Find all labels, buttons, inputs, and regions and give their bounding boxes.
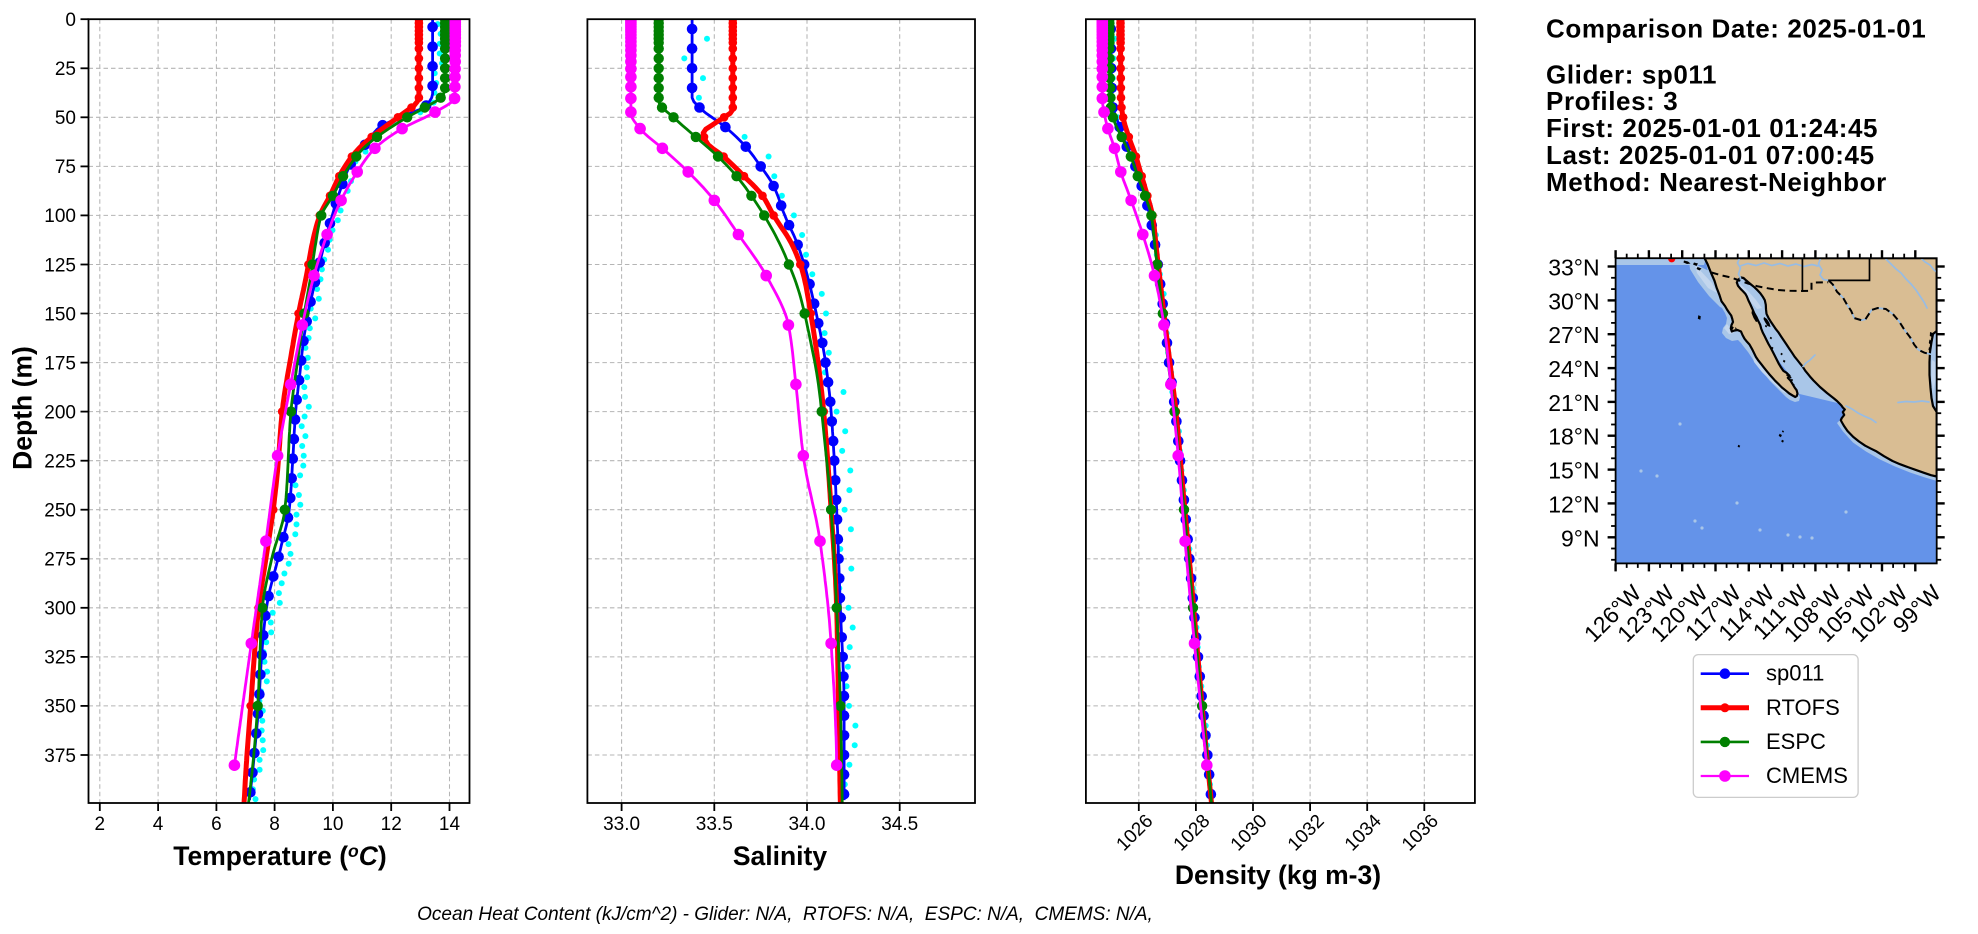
svg-text:325: 325 bbox=[44, 648, 76, 669]
svg-text:27°N: 27°N bbox=[1548, 322, 1599, 348]
svg-text:18°N: 18°N bbox=[1548, 424, 1599, 450]
svg-text:350: 350 bbox=[44, 697, 76, 718]
svg-text:Profiles: 3: Profiles: 3 bbox=[1546, 86, 1678, 116]
svg-text:12°N: 12°N bbox=[1548, 491, 1599, 517]
svg-text:6: 6 bbox=[211, 814, 222, 835]
svg-text:Comparison Date: 2025-01-01: Comparison Date: 2025-01-01 bbox=[1546, 14, 1926, 44]
svg-text:33°N: 33°N bbox=[1548, 255, 1599, 281]
svg-text:Method: Nearest-Neighbor: Method: Nearest-Neighbor bbox=[1546, 167, 1887, 197]
svg-text:250: 250 bbox=[44, 501, 76, 522]
svg-text:Glider: sp011: Glider: sp011 bbox=[1546, 59, 1717, 89]
svg-text:Ocean Heat Content (kJ/cm^2) -: Ocean Heat Content (kJ/cm^2) - Glider: N… bbox=[417, 904, 1153, 925]
svg-text:First: 2025-01-01 01:24:45: First: 2025-01-01 01:24:45 bbox=[1546, 113, 1878, 143]
svg-text:0: 0 bbox=[65, 10, 76, 31]
svg-text:275: 275 bbox=[44, 550, 76, 571]
svg-text:12: 12 bbox=[381, 814, 402, 835]
svg-text:300: 300 bbox=[44, 599, 76, 620]
svg-text:21°N: 21°N bbox=[1548, 390, 1599, 416]
svg-text:150: 150 bbox=[44, 304, 76, 325]
svg-text:30°N: 30°N bbox=[1548, 288, 1599, 314]
svg-text:34.0: 34.0 bbox=[789, 814, 826, 835]
svg-text:sp011: sp011 bbox=[1766, 661, 1824, 686]
svg-text:175: 175 bbox=[44, 353, 76, 374]
svg-text:75: 75 bbox=[55, 157, 76, 178]
svg-text:50: 50 bbox=[55, 108, 76, 129]
svg-text:CMEMS: CMEMS bbox=[1766, 763, 1848, 788]
svg-text:9°N: 9°N bbox=[1561, 525, 1600, 551]
svg-text:25: 25 bbox=[55, 59, 76, 80]
svg-text:33.5: 33.5 bbox=[696, 814, 733, 835]
svg-text:375: 375 bbox=[44, 746, 76, 767]
svg-text:RTOFS: RTOFS bbox=[1766, 695, 1840, 720]
svg-text:4: 4 bbox=[153, 814, 164, 835]
svg-text:200: 200 bbox=[44, 402, 76, 423]
svg-text:125: 125 bbox=[44, 255, 76, 276]
svg-text:Depth (m): Depth (m) bbox=[8, 346, 38, 470]
svg-text:10: 10 bbox=[322, 814, 343, 835]
svg-text:ESPC: ESPC bbox=[1766, 729, 1826, 754]
svg-text:Density (kg m-3): Density (kg m-3) bbox=[1175, 860, 1381, 890]
svg-text:33.0: 33.0 bbox=[603, 814, 640, 835]
svg-text:Last: 2025-01-01 07:00:45: Last: 2025-01-01 07:00:45 bbox=[1546, 140, 1875, 170]
svg-text:24°N: 24°N bbox=[1548, 356, 1599, 382]
svg-text:34.5: 34.5 bbox=[881, 814, 918, 835]
svg-text:100: 100 bbox=[44, 206, 76, 227]
svg-text:2: 2 bbox=[95, 814, 106, 835]
svg-text:14: 14 bbox=[439, 814, 461, 835]
svg-text:15°N: 15°N bbox=[1548, 458, 1599, 484]
svg-text:225: 225 bbox=[44, 452, 76, 473]
svg-text:8: 8 bbox=[269, 814, 280, 835]
svg-text:Salinity: Salinity bbox=[733, 841, 828, 871]
